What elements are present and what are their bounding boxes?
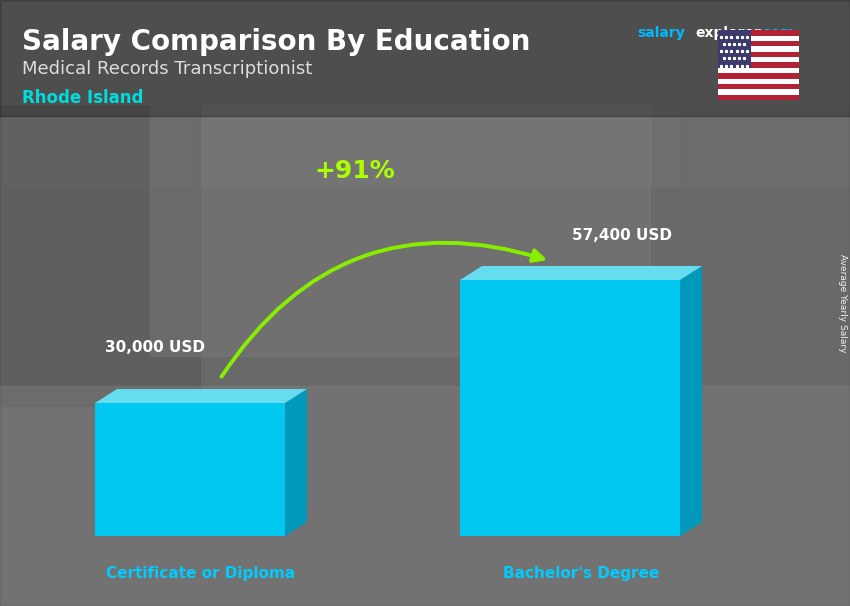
Text: Average Yearly Salary: Average Yearly Salary: [838, 254, 847, 352]
Text: Certificate or Diploma: Certificate or Diploma: [106, 566, 296, 581]
Text: 57,400 USD: 57,400 USD: [572, 228, 672, 244]
Polygon shape: [460, 280, 680, 536]
Polygon shape: [95, 403, 285, 536]
Text: salary: salary: [637, 26, 685, 40]
Bar: [0, 0, 850, 116]
Text: 30,000 USD: 30,000 USD: [105, 341, 205, 356]
Bar: [718, 47, 799, 52]
Bar: [0, 0, 850, 186]
Polygon shape: [285, 389, 307, 536]
Bar: [718, 41, 799, 47]
Bar: [718, 52, 799, 57]
Polygon shape: [680, 266, 702, 536]
Bar: [718, 30, 799, 36]
Polygon shape: [95, 389, 307, 403]
Text: .com: .com: [758, 26, 796, 40]
Bar: [718, 84, 799, 89]
Bar: [718, 79, 799, 84]
Bar: [718, 73, 799, 79]
Text: Medical Records Transcriptionist: Medical Records Transcriptionist: [22, 60, 312, 78]
FancyArrowPatch shape: [222, 243, 543, 377]
Text: Bachelor's Degree: Bachelor's Degree: [503, 566, 659, 581]
Bar: [718, 57, 799, 62]
Bar: [718, 89, 799, 95]
Text: Salary Comparison By Education: Salary Comparison By Education: [22, 28, 530, 56]
Text: explorer: explorer: [695, 26, 761, 40]
Bar: [718, 95, 799, 100]
Bar: [680, 106, 850, 426]
Bar: [718, 68, 799, 73]
Polygon shape: [460, 266, 702, 280]
Text: Rhode Island: Rhode Island: [22, 89, 144, 107]
Bar: [718, 36, 799, 41]
Bar: [0, 386, 850, 606]
Text: +91%: +91%: [314, 159, 395, 183]
Bar: [150, 106, 650, 356]
Bar: [718, 30, 751, 68]
Bar: [0, 106, 200, 406]
Bar: [718, 62, 799, 68]
